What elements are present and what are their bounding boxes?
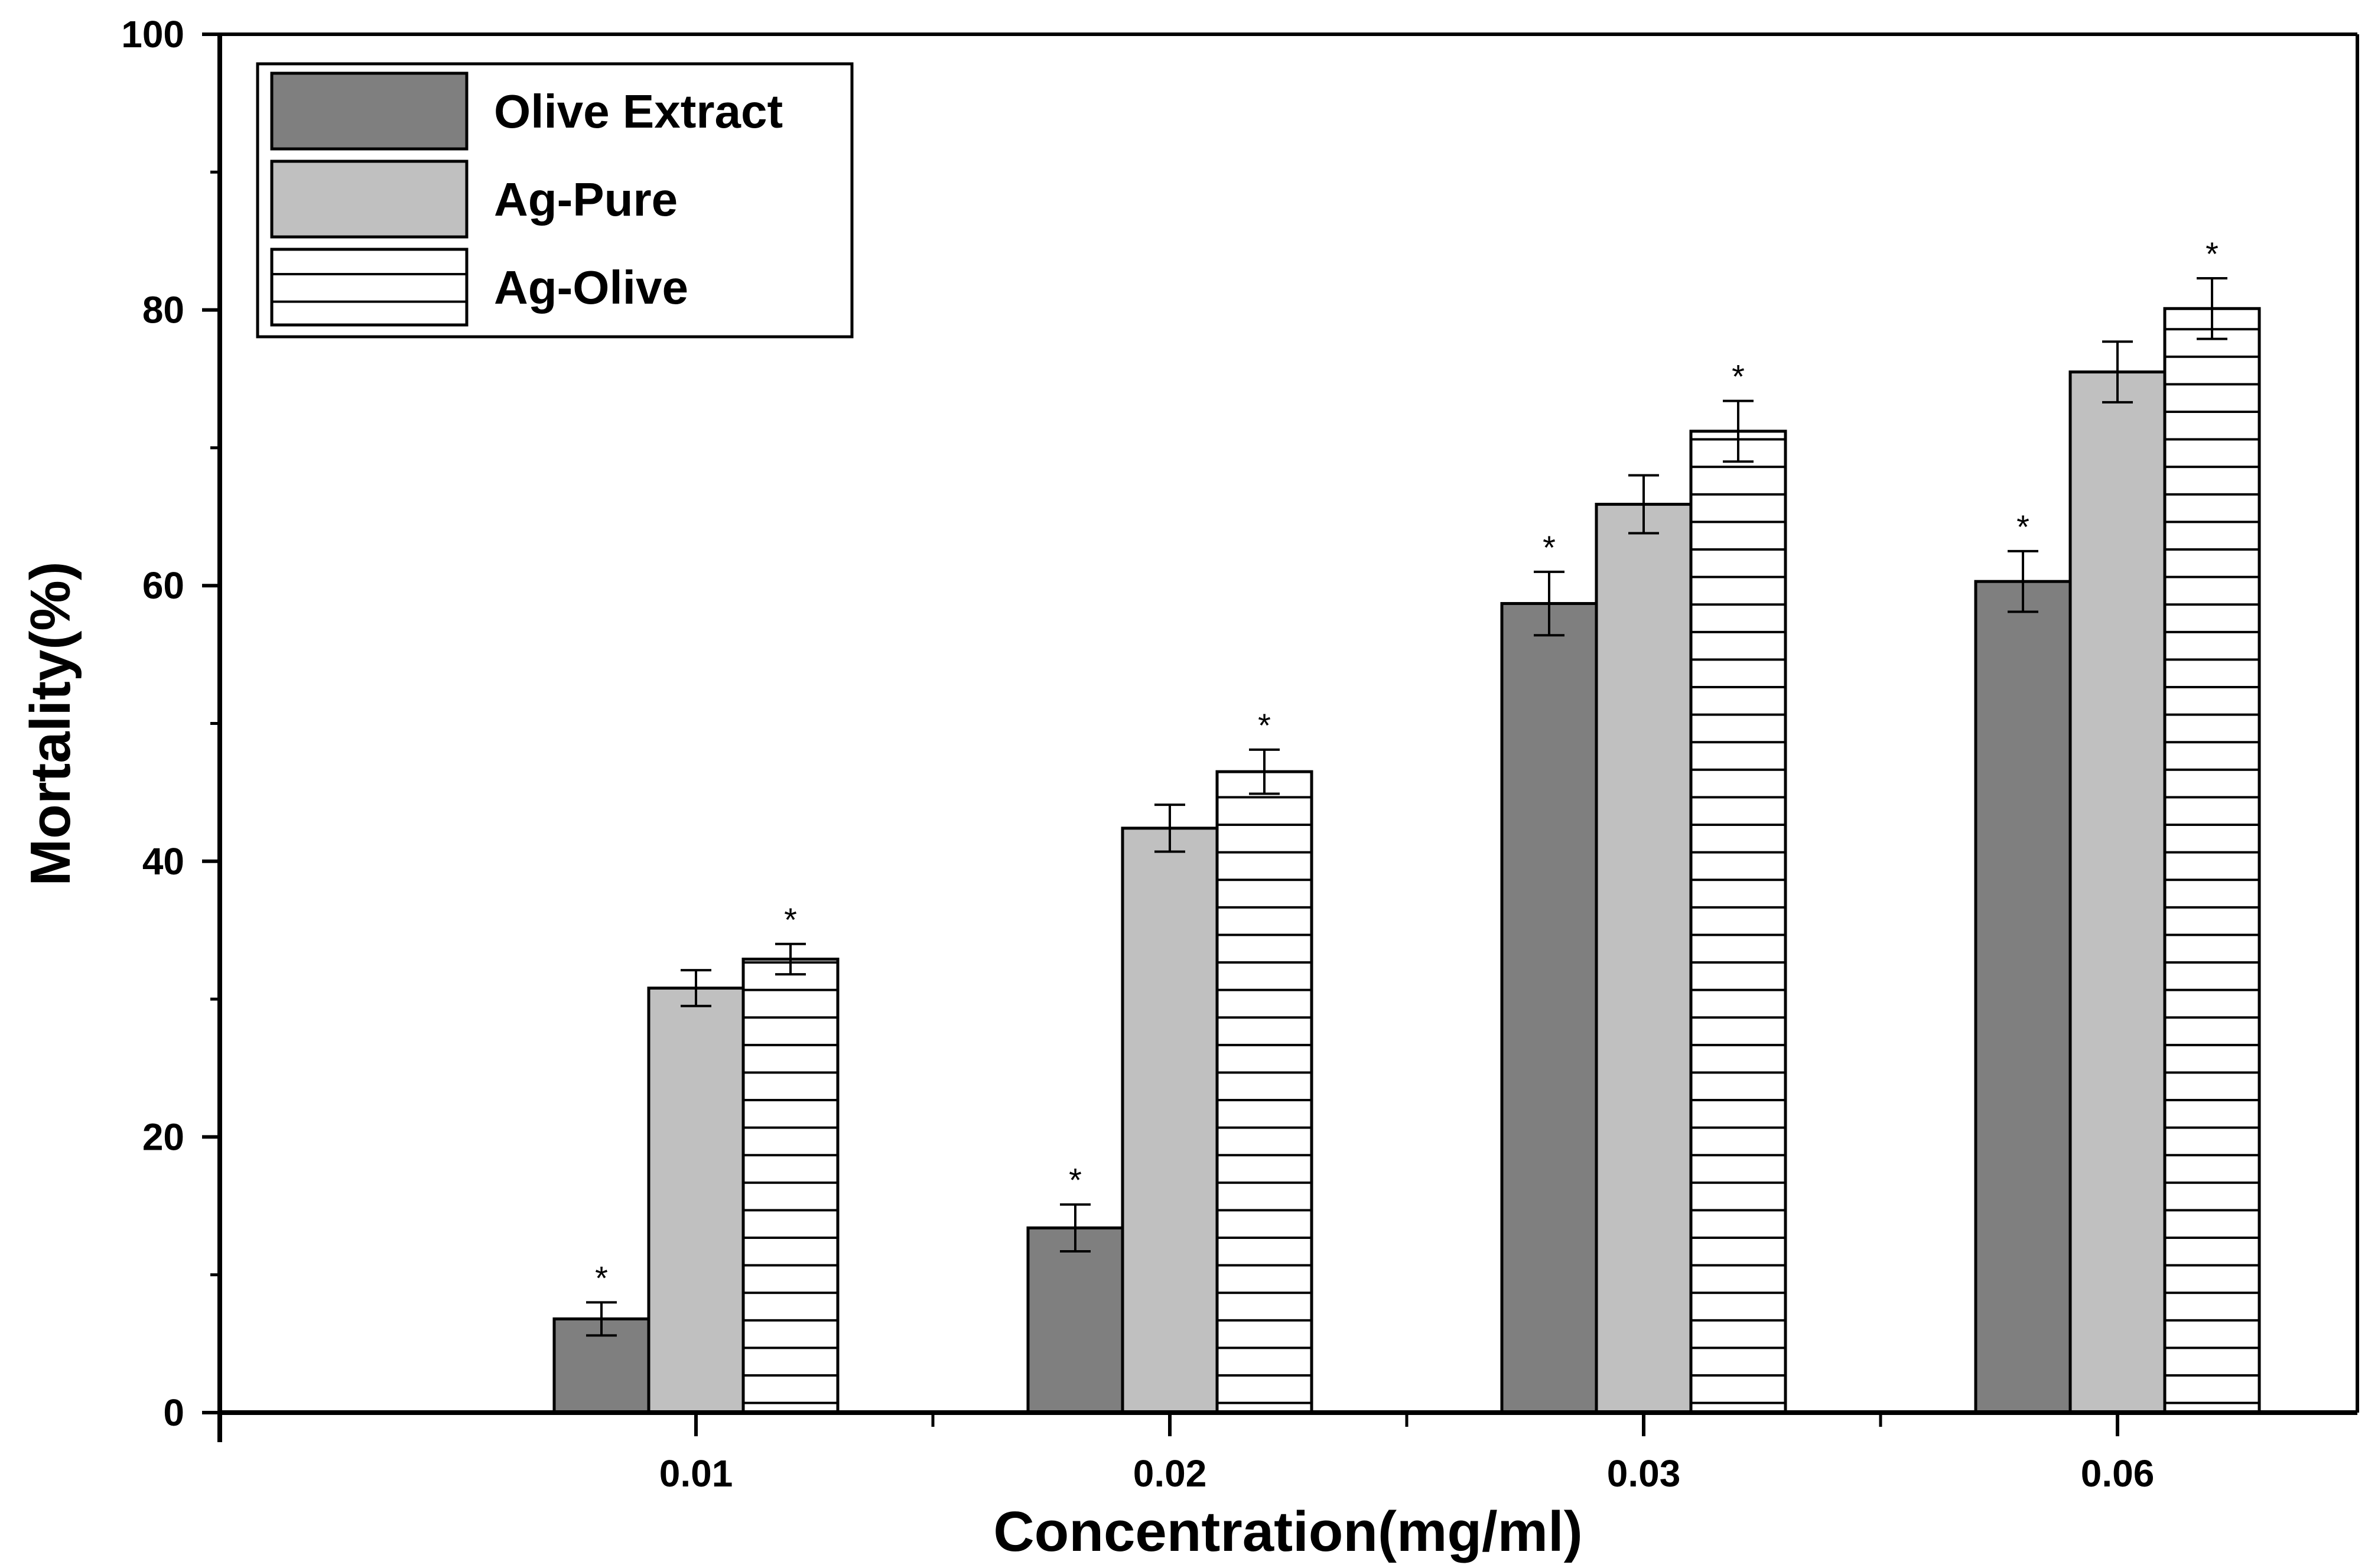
y-tick-label: 20 <box>142 1115 184 1158</box>
axes: 0 20 40 60 80 100 0.01 0.02 0.03 0.06 Concentratio… <box>19 13 2359 1563</box>
significance-marker: * <box>2016 508 2029 545</box>
significance-marker: * <box>2206 235 2219 272</box>
bar <box>1595 503 1693 1414</box>
legend-label: Olive Extract <box>494 85 783 138</box>
bar <box>1215 770 1313 1414</box>
x-axis-title: Concentration(mg/ml) <box>993 1500 1582 1563</box>
legend-swatch <box>270 160 469 239</box>
y-tick-label: 60 <box>142 564 184 607</box>
y-tick-label: 0 <box>163 1391 184 1434</box>
bar <box>1500 602 1598 1414</box>
legend: Olive Extract Ag-Pure Ag-Olive <box>256 62 854 339</box>
y-tick-label: 40 <box>142 840 184 883</box>
x-tick-label: 0.02 <box>1133 1452 1207 1495</box>
y-axis-title: Mortality(%) <box>19 561 82 886</box>
significance-marker: * <box>1069 1162 1082 1199</box>
y-tick-label: 100 <box>121 13 184 56</box>
significance-marker: * <box>1258 707 1271 744</box>
legend-label: Ag-Pure <box>494 173 678 226</box>
bar <box>1974 580 2072 1414</box>
bar <box>647 986 745 1414</box>
bar <box>1026 1226 1124 1414</box>
legend-swatch <box>270 248 469 327</box>
plot-area: * * * * * * * * <box>552 235 2261 1414</box>
significance-marker: * <box>1543 529 1556 566</box>
x-tick-label: 0.03 <box>1607 1452 1681 1495</box>
bar <box>2163 307 2261 1414</box>
bar <box>1121 827 1219 1414</box>
significance-marker: * <box>784 901 797 938</box>
bar <box>741 957 840 1414</box>
bar <box>2068 370 2167 1414</box>
significance-marker: * <box>1732 358 1745 395</box>
legend-label: Ag-Olive <box>494 261 688 314</box>
significance-marker: * <box>595 1259 608 1296</box>
x-tick-label: 0.01 <box>659 1452 733 1495</box>
legend-swatch <box>270 71 469 151</box>
y-tick-label: 80 <box>142 289 184 331</box>
bar <box>1689 430 1787 1414</box>
x-tick-label: 0.06 <box>2081 1452 2155 1495</box>
